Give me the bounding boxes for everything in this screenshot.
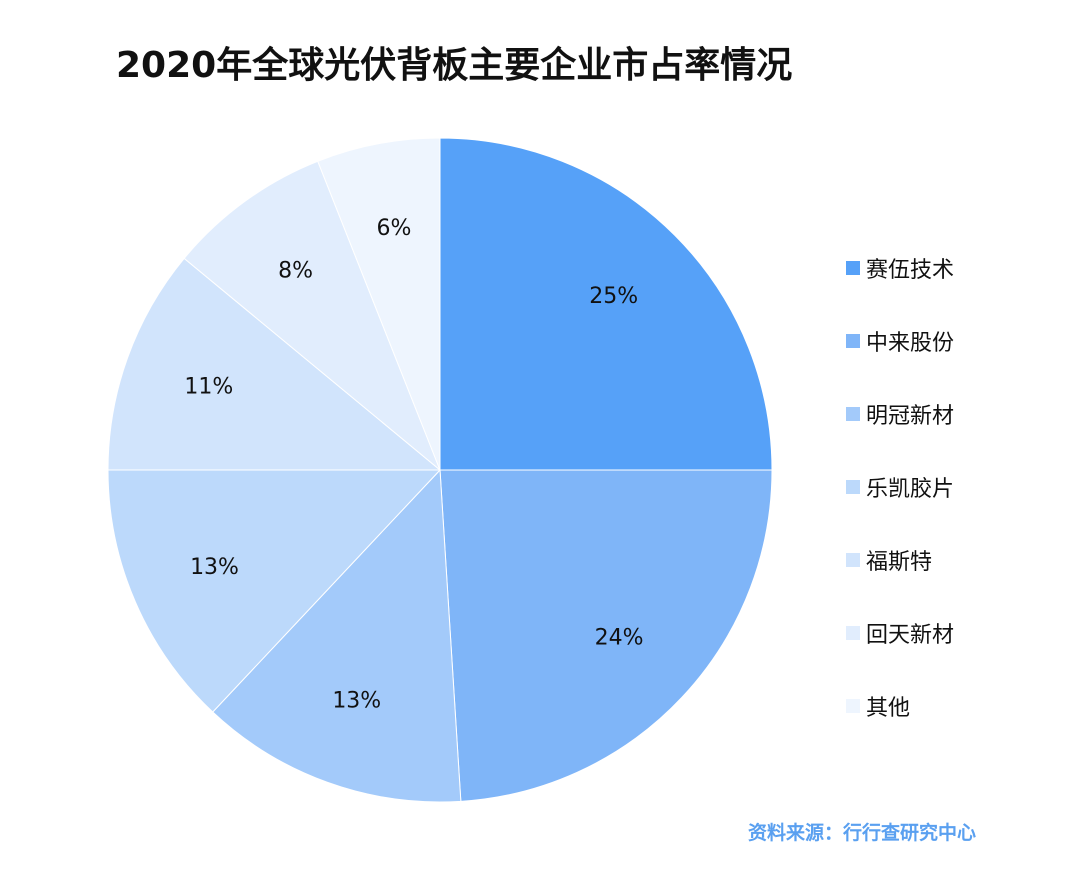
legend-label: 其他 [866,696,911,721]
pie-data-label-6: 8% [278,259,313,284]
pie-data-label-4: 13% [190,555,239,580]
legend-swatch [846,407,860,421]
legend-item: 福斯特 [846,542,954,578]
legend-swatch [846,334,860,348]
pie-slices [107,137,773,803]
pie-data-label-5: 11% [184,374,233,399]
source-note: 资料来源：行行查研究中心 [747,822,976,844]
legend-swatch [846,261,860,275]
legend-label: 回天新材 [866,623,955,648]
legend-label: 赛伍技术 [866,258,955,283]
legend-item: 明冠新材 [846,396,954,432]
legend-swatch [846,699,860,713]
legend-label: 福斯特 [866,550,933,575]
legend-label: 中来股份 [866,331,955,356]
chart-title: 2020年全球光伏背板主要企业市占率情况 [116,45,793,86]
legend-label: 明冠新材 [866,404,955,429]
legend-item: 回天新材 [846,615,954,651]
legend-item: 其他 [846,688,954,724]
pie-slice-7 [317,137,441,471]
legend: 赛伍技术中来股份明冠新材乐凯胶片福斯特回天新材其他 [846,250,954,761]
pie-slice-5 [107,257,442,471]
legend-item: 赛伍技术 [846,250,954,286]
pie-data-label-2: 24% [595,626,644,651]
pie-slice-2 [439,469,773,802]
pie-data-labels: 25% 24% 13% 13% 11% 8% 6% [184,216,643,713]
pie-data-label-7: 6% [377,216,412,241]
pie-slice-3 [212,468,462,803]
legend-swatch [846,480,860,494]
legend-swatch [846,626,860,640]
pie-data-label-3: 13% [332,689,381,714]
legend-item: 中来股份 [846,323,954,359]
pie-data-label-1: 25% [589,284,638,309]
pie-slice-6 [183,160,441,471]
legend-swatch [846,553,860,567]
pie-slice-1 [439,137,773,471]
legend-item: 乐凯胶片 [846,469,954,505]
legend-label: 乐凯胶片 [866,477,955,502]
pie-slice-4 [107,469,442,713]
